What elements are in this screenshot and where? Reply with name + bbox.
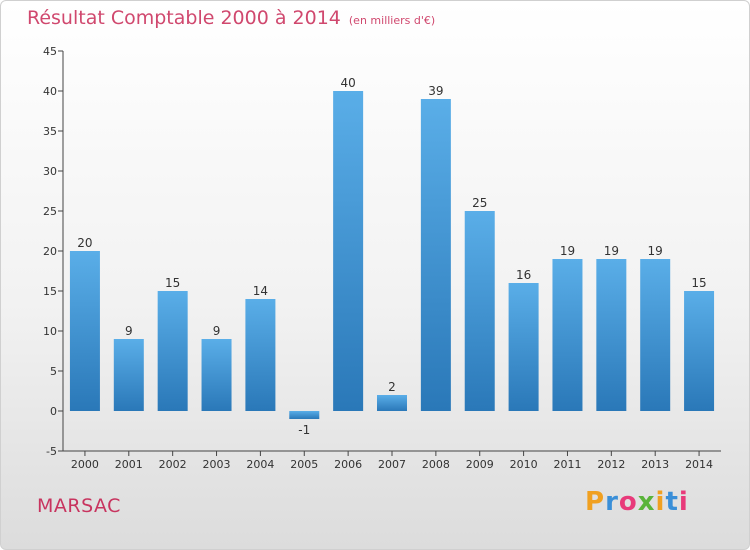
- x-tick-label: 2002: [159, 458, 187, 471]
- data-label-2014: 15: [691, 276, 706, 290]
- bar-2008: [420, 99, 451, 411]
- data-label-2004: 14: [253, 284, 268, 298]
- proxiti-logo: Proxiti: [585, 487, 689, 517]
- x-tick-label: 2012: [597, 458, 625, 471]
- bar-2004: [245, 299, 276, 411]
- bar-2000: [69, 251, 100, 411]
- data-label-2010: 16: [516, 268, 531, 282]
- data-label-2013: 19: [648, 244, 663, 258]
- x-tick-label: 2008: [422, 458, 450, 471]
- bar-2013: [640, 259, 671, 411]
- data-label-2001: 9: [125, 324, 133, 338]
- axes: -5 0 5 10 15 20 25 30 35 40 45 2000 2001 2002 2003 2004…: [43, 45, 721, 471]
- logo-letter: i: [655, 487, 666, 517]
- data-label-2011: 19: [560, 244, 575, 258]
- x-tick-label: 2014: [685, 458, 713, 471]
- x-tick-label: 2009: [466, 458, 494, 471]
- y-tick-label: 45: [43, 45, 57, 58]
- y-tick-label: 5: [50, 365, 57, 378]
- bar-2002: [157, 291, 188, 411]
- bar-2005: [289, 411, 320, 419]
- x-tick-label: 2000: [71, 458, 99, 471]
- data-label-2005: -1: [298, 423, 310, 437]
- bar-2001: [113, 339, 144, 411]
- data-label-2009: 25: [472, 196, 487, 210]
- bars: [69, 91, 715, 419]
- bar-2003: [201, 339, 232, 411]
- bar-2014: [684, 291, 715, 411]
- y-tick-label: 30: [43, 165, 57, 178]
- y-tick-label: 20: [43, 245, 57, 258]
- logo-letter: P: [585, 487, 606, 517]
- logo-letter: i: [678, 487, 689, 517]
- x-tick-label: 2013: [641, 458, 669, 471]
- y-tick-label: 35: [43, 125, 57, 138]
- bar-2012: [596, 259, 627, 411]
- x-tick-label: 2010: [510, 458, 538, 471]
- chart-subtitle: (en milliers d'€): [348, 14, 436, 27]
- data-label-2000: 20: [77, 236, 92, 250]
- y-tick-label: 0: [50, 405, 57, 418]
- bar-2010: [508, 283, 539, 411]
- town-name: MARSAC: [37, 495, 121, 517]
- data-label-2006: 40: [340, 76, 355, 90]
- x-tick-label: 2007: [378, 458, 406, 471]
- logo-letter: x: [637, 487, 656, 517]
- data-label-2007: 2: [388, 380, 396, 394]
- x-tick-label: 2001: [115, 458, 143, 471]
- x-tick-label: 2006: [334, 458, 362, 471]
- logo-letter: o: [618, 487, 638, 517]
- data-labels: 20 9 15 9 14 -1 40 2 39 25 16 19 19 19 15: [77, 76, 706, 437]
- bar-2006: [333, 91, 364, 411]
- bar-2009: [464, 211, 495, 411]
- x-tick-label: 2003: [203, 458, 231, 471]
- data-label-2012: 19: [604, 244, 619, 258]
- logo-letter: t: [665, 487, 679, 517]
- y-tick-label: 10: [43, 325, 57, 338]
- y-tick-label: 40: [43, 85, 57, 98]
- x-tick-label: 2005: [290, 458, 318, 471]
- data-label-2003: 9: [213, 324, 221, 338]
- x-tick-label: 2004: [246, 458, 274, 471]
- bar-2011: [552, 259, 583, 411]
- x-tick-label: 2011: [553, 458, 581, 471]
- bar-2007: [377, 395, 407, 411]
- y-tick-label: 25: [43, 205, 57, 218]
- chart-title-text: Résultat Comptable 2000 à 2014: [27, 7, 341, 29]
- y-tick-label: -5: [46, 445, 57, 458]
- y-tick-label: 15: [43, 285, 57, 298]
- logo-letter: r: [605, 487, 619, 517]
- chart-title: Résultat Comptable 2000 à 2014 (en millie…: [27, 7, 435, 29]
- data-label-2008: 39: [428, 84, 443, 98]
- data-label-2002: 15: [165, 276, 180, 290]
